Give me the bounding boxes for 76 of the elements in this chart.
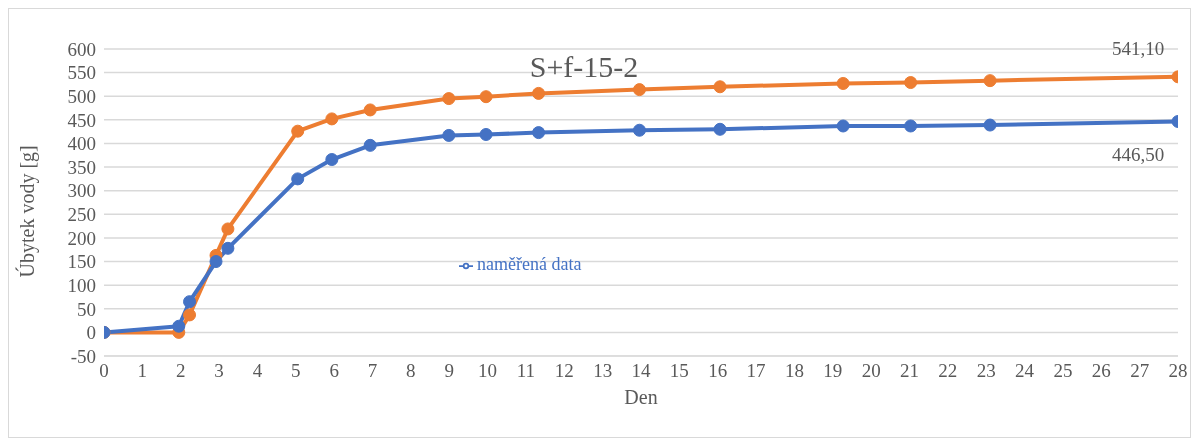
x-tick-label: 16 <box>708 360 728 382</box>
x-tick-label: 17 <box>746 360 766 382</box>
x-tick-label: 9 <box>444 360 454 382</box>
legend-label: naměřená data <box>477 254 582 274</box>
point <box>904 119 918 133</box>
y-tick-label: 550 <box>67 62 96 84</box>
x-tick-label: 15 <box>669 360 689 382</box>
y-tick-label: 600 <box>67 38 96 60</box>
point <box>183 295 197 309</box>
point <box>632 83 646 97</box>
point <box>209 255 223 269</box>
y-tick-label: 350 <box>67 156 96 178</box>
point <box>363 138 377 152</box>
y-tick-label: 450 <box>67 109 96 131</box>
chart-title: S+f-15-2 <box>529 50 639 83</box>
x-tick-label: 23 <box>976 360 996 382</box>
x-tick-label: 1 <box>137 360 148 382</box>
point <box>325 112 339 126</box>
x-axis-title: Den <box>624 386 658 408</box>
x-tick-label: 7 <box>367 360 378 382</box>
x-tick-label: 3 <box>214 360 224 382</box>
x-tick-label: 26 <box>1091 360 1111 382</box>
x-tick-label: 12 <box>554 360 574 382</box>
point <box>363 103 377 117</box>
x-tick-label: 19 <box>823 360 843 382</box>
point <box>983 118 997 132</box>
point <box>479 90 493 104</box>
x-tick-label: 24 <box>1015 360 1035 382</box>
point <box>713 80 727 94</box>
x-tick-label: 28 <box>1168 360 1188 382</box>
point <box>983 74 997 88</box>
point <box>713 122 727 136</box>
y-tick-label: 150 <box>67 251 96 273</box>
x-tick-label: 8 <box>406 360 416 382</box>
x-tick-label: 22 <box>938 360 958 382</box>
point <box>836 119 850 133</box>
x-tick-label: 25 <box>1053 360 1073 382</box>
point <box>183 308 197 322</box>
x-tick-label: 14 <box>631 360 651 382</box>
point <box>221 241 235 255</box>
point <box>904 76 918 90</box>
point <box>442 128 456 142</box>
x-tick-label: 4 <box>252 360 263 382</box>
y-tick-label: 250 <box>67 204 96 226</box>
y-tick-label: 300 <box>67 180 96 202</box>
x-tick-label: 6 <box>329 360 339 382</box>
x-tick-label: 13 <box>593 360 613 382</box>
point <box>442 92 456 106</box>
point <box>632 123 646 137</box>
y-tick-label: 50 <box>77 298 96 320</box>
x-tick-label: 2 <box>175 360 186 382</box>
x-tick-label: 11 <box>516 360 536 382</box>
y-tick-label: 200 <box>67 227 96 249</box>
point <box>479 127 493 141</box>
point <box>836 76 850 90</box>
y-axis-title: Úbytek vody [g] <box>15 145 40 278</box>
x-tick-label: 18 <box>784 360 804 382</box>
point <box>532 86 546 100</box>
y-tick-label: 0 <box>86 322 96 344</box>
y-tick-label: -50 <box>70 345 96 367</box>
data-label: 541,10 <box>1111 37 1165 59</box>
point <box>291 172 305 186</box>
point <box>221 222 235 236</box>
y-tick-label: 400 <box>67 133 96 155</box>
x-tick-label: 20 <box>861 360 881 382</box>
point <box>532 126 546 140</box>
data-label: 446,50 <box>1111 144 1165 166</box>
x-tick-label: 5 <box>291 360 301 382</box>
x-tick-label: 27 <box>1130 360 1150 382</box>
y-tick-label: 500 <box>67 85 96 107</box>
y-tick-label: 100 <box>67 274 96 296</box>
point <box>172 319 186 333</box>
x-tick-label: 21 <box>900 360 919 382</box>
point <box>291 124 305 138</box>
point <box>325 153 339 167</box>
x-tick-label: 10 <box>478 360 498 382</box>
